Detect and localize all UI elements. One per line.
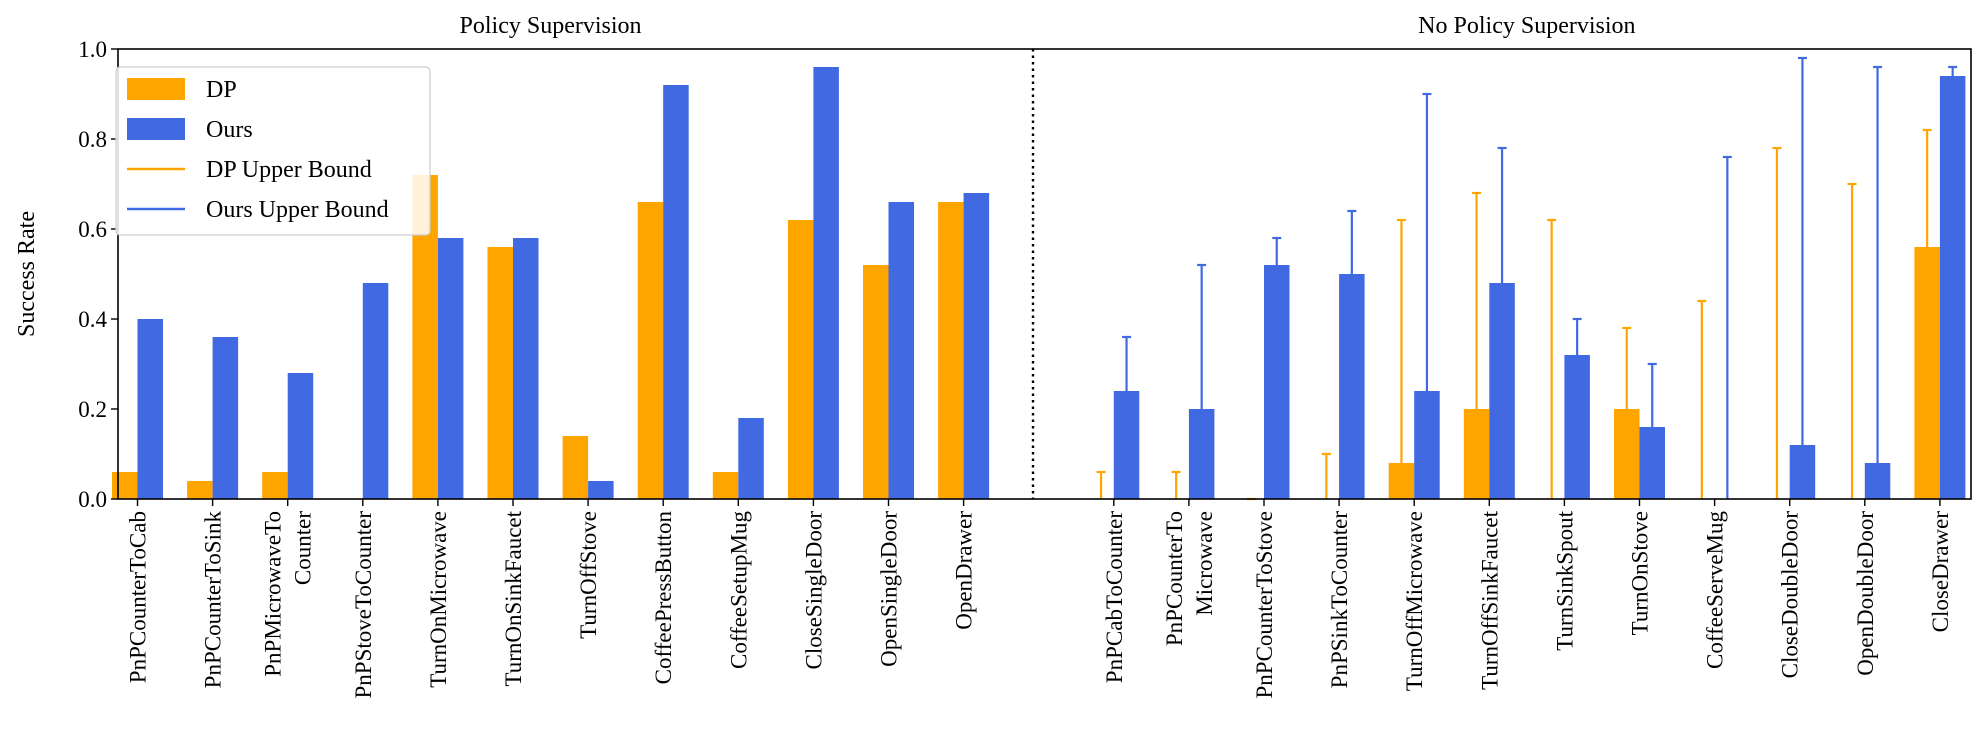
- bar-ours: [1188, 409, 1215, 499]
- x-tick-label: PnPStoveToCounter: [351, 511, 376, 699]
- x-tick-label: PnPSinkToCounter: [1327, 511, 1352, 689]
- labels-layer: 0.0 0.2 0.4 0.6 0.8 1.0 Policy Supervision PnPC…: [78, 13, 1953, 699]
- bar-dp: [787, 220, 814, 499]
- x-tick-label: TurnOffStove: [576, 511, 601, 639]
- x-tick-label: CloseDoubleDoor: [1778, 511, 1803, 679]
- bar-ours: [888, 202, 914, 499]
- y-axis-label: Success Rate: [14, 211, 40, 337]
- bar-ours: [1789, 445, 1816, 499]
- bar-ours: [1564, 355, 1590, 499]
- error-bars-layer: [1096, 56, 1958, 501]
- x-tick-label: TurnOnStove: [1628, 511, 1653, 635]
- legend-label: DP Upper Bound: [206, 157, 372, 183]
- bar-ours: [437, 238, 464, 499]
- y-tick-label: 1.0: [78, 37, 107, 62]
- legend-swatch: [127, 78, 185, 100]
- x-tick-label: TurnOffMicrowave: [1402, 511, 1427, 691]
- legend-box: [115, 66, 431, 236]
- bar-ours: [137, 319, 163, 499]
- y-tick-label: 0.2: [78, 397, 107, 422]
- plot-frame: [117, 48, 1972, 500]
- x-tick-label: PnPMicrowaveTo: [261, 511, 286, 677]
- bar-ours: [1113, 391, 1140, 499]
- bar-ours: [963, 193, 990, 499]
- x-tick-label: PnPCounterTo: [1162, 511, 1187, 646]
- legend-label: Ours: [206, 117, 253, 143]
- bar-ours: [1639, 427, 1665, 499]
- x-tick-label: OpenDrawer: [952, 511, 977, 630]
- x-tick-label: TurnOnSinkFaucet: [501, 510, 526, 686]
- bar-dp: [187, 481, 213, 499]
- bar-ours: [1489, 283, 1515, 499]
- bar-ours: [663, 85, 689, 499]
- x-tick-label: PnPCounterToCab: [126, 511, 151, 683]
- bar-dp: [637, 202, 664, 499]
- x-tick-label: OpenDoubleDoor: [1853, 511, 1878, 676]
- x-tick-label: PnPCabToCounter: [1102, 511, 1127, 684]
- bar-ours: [813, 67, 839, 499]
- bar-dp: [1614, 409, 1640, 499]
- x-tick-label: PnPCounterToSink: [201, 511, 226, 689]
- bars-layer: [112, 67, 1966, 499]
- bar-ours: [1864, 463, 1891, 499]
- bar-ours: [513, 238, 539, 499]
- x-tick-label: CloseSingleDoor: [801, 511, 826, 670]
- y-tick-label: 0.0: [78, 487, 107, 512]
- bar-ours: [1339, 274, 1365, 499]
- x-tick-label: CoffeePressButton: [651, 511, 676, 685]
- x-tick-label: CoffeeSetupMug: [726, 511, 751, 670]
- x-tick-label: TurnOffSinkFaucet: [1477, 510, 1502, 690]
- bar-ours: [588, 481, 614, 499]
- y-tick-label: 0.6: [78, 217, 107, 242]
- x-tick-label: Microwave: [1192, 511, 1217, 616]
- legend-swatch: [127, 118, 185, 140]
- bar-dp: [863, 265, 889, 499]
- x-tick-label: CloseDrawer: [1928, 511, 1953, 633]
- bar-ours: [1414, 391, 1440, 499]
- legend-label: Ours Upper Bound: [206, 197, 389, 223]
- x-tick-label: OpenSingleDoor: [877, 511, 902, 667]
- y-tick-label: 0.8: [78, 127, 107, 152]
- bar-ours: [362, 283, 389, 499]
- x-tick-label: TurnSinkSpout: [1552, 510, 1577, 650]
- bar-dp: [487, 247, 513, 499]
- legend-label: DP: [206, 77, 237, 103]
- bar-ours: [1939, 76, 1966, 499]
- section-title: Policy Supervision: [460, 13, 642, 39]
- bar-dp: [562, 436, 589, 499]
- x-tick-label: TurnOnMicrowave: [426, 511, 451, 688]
- bar-ours: [287, 373, 314, 499]
- legend: DP Ours DP Upper Bound Ours Upper Bound: [115, 66, 431, 236]
- bar-dp: [1914, 247, 1940, 499]
- section-title: No Policy Supervision: [1418, 13, 1635, 39]
- x-tick-label: PnPCounterToStove: [1252, 511, 1277, 699]
- x-tick-label: CoffeeServeMug: [1703, 511, 1728, 669]
- bar-dp: [112, 472, 138, 499]
- bar-ours: [1264, 265, 1290, 499]
- bar-dp: [938, 202, 964, 499]
- x-tick-label: Counter: [291, 511, 316, 585]
- bar-ours: [738, 418, 764, 499]
- bar-dp: [712, 472, 739, 499]
- bar-dp: [1388, 463, 1415, 499]
- y-tick-label: 0.4: [78, 307, 107, 332]
- ticks-layer: [111, 48, 1941, 506]
- bar-dp: [262, 472, 288, 499]
- bar-ours: [212, 337, 239, 499]
- bar-dp: [1463, 409, 1490, 499]
